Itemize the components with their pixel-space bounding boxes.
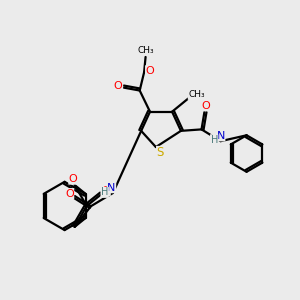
Text: O: O xyxy=(69,174,78,184)
Text: O: O xyxy=(202,101,210,111)
Text: CH₃: CH₃ xyxy=(138,46,154,55)
Text: S: S xyxy=(157,146,164,159)
Text: H: H xyxy=(211,135,218,145)
Text: N: N xyxy=(217,131,225,141)
Text: O: O xyxy=(65,189,74,199)
Text: O: O xyxy=(146,66,154,76)
Text: CH₃: CH₃ xyxy=(188,90,205,99)
Text: O: O xyxy=(114,81,123,91)
Text: O: O xyxy=(101,186,110,196)
Text: N: N xyxy=(107,183,116,193)
Text: H: H xyxy=(101,188,108,197)
